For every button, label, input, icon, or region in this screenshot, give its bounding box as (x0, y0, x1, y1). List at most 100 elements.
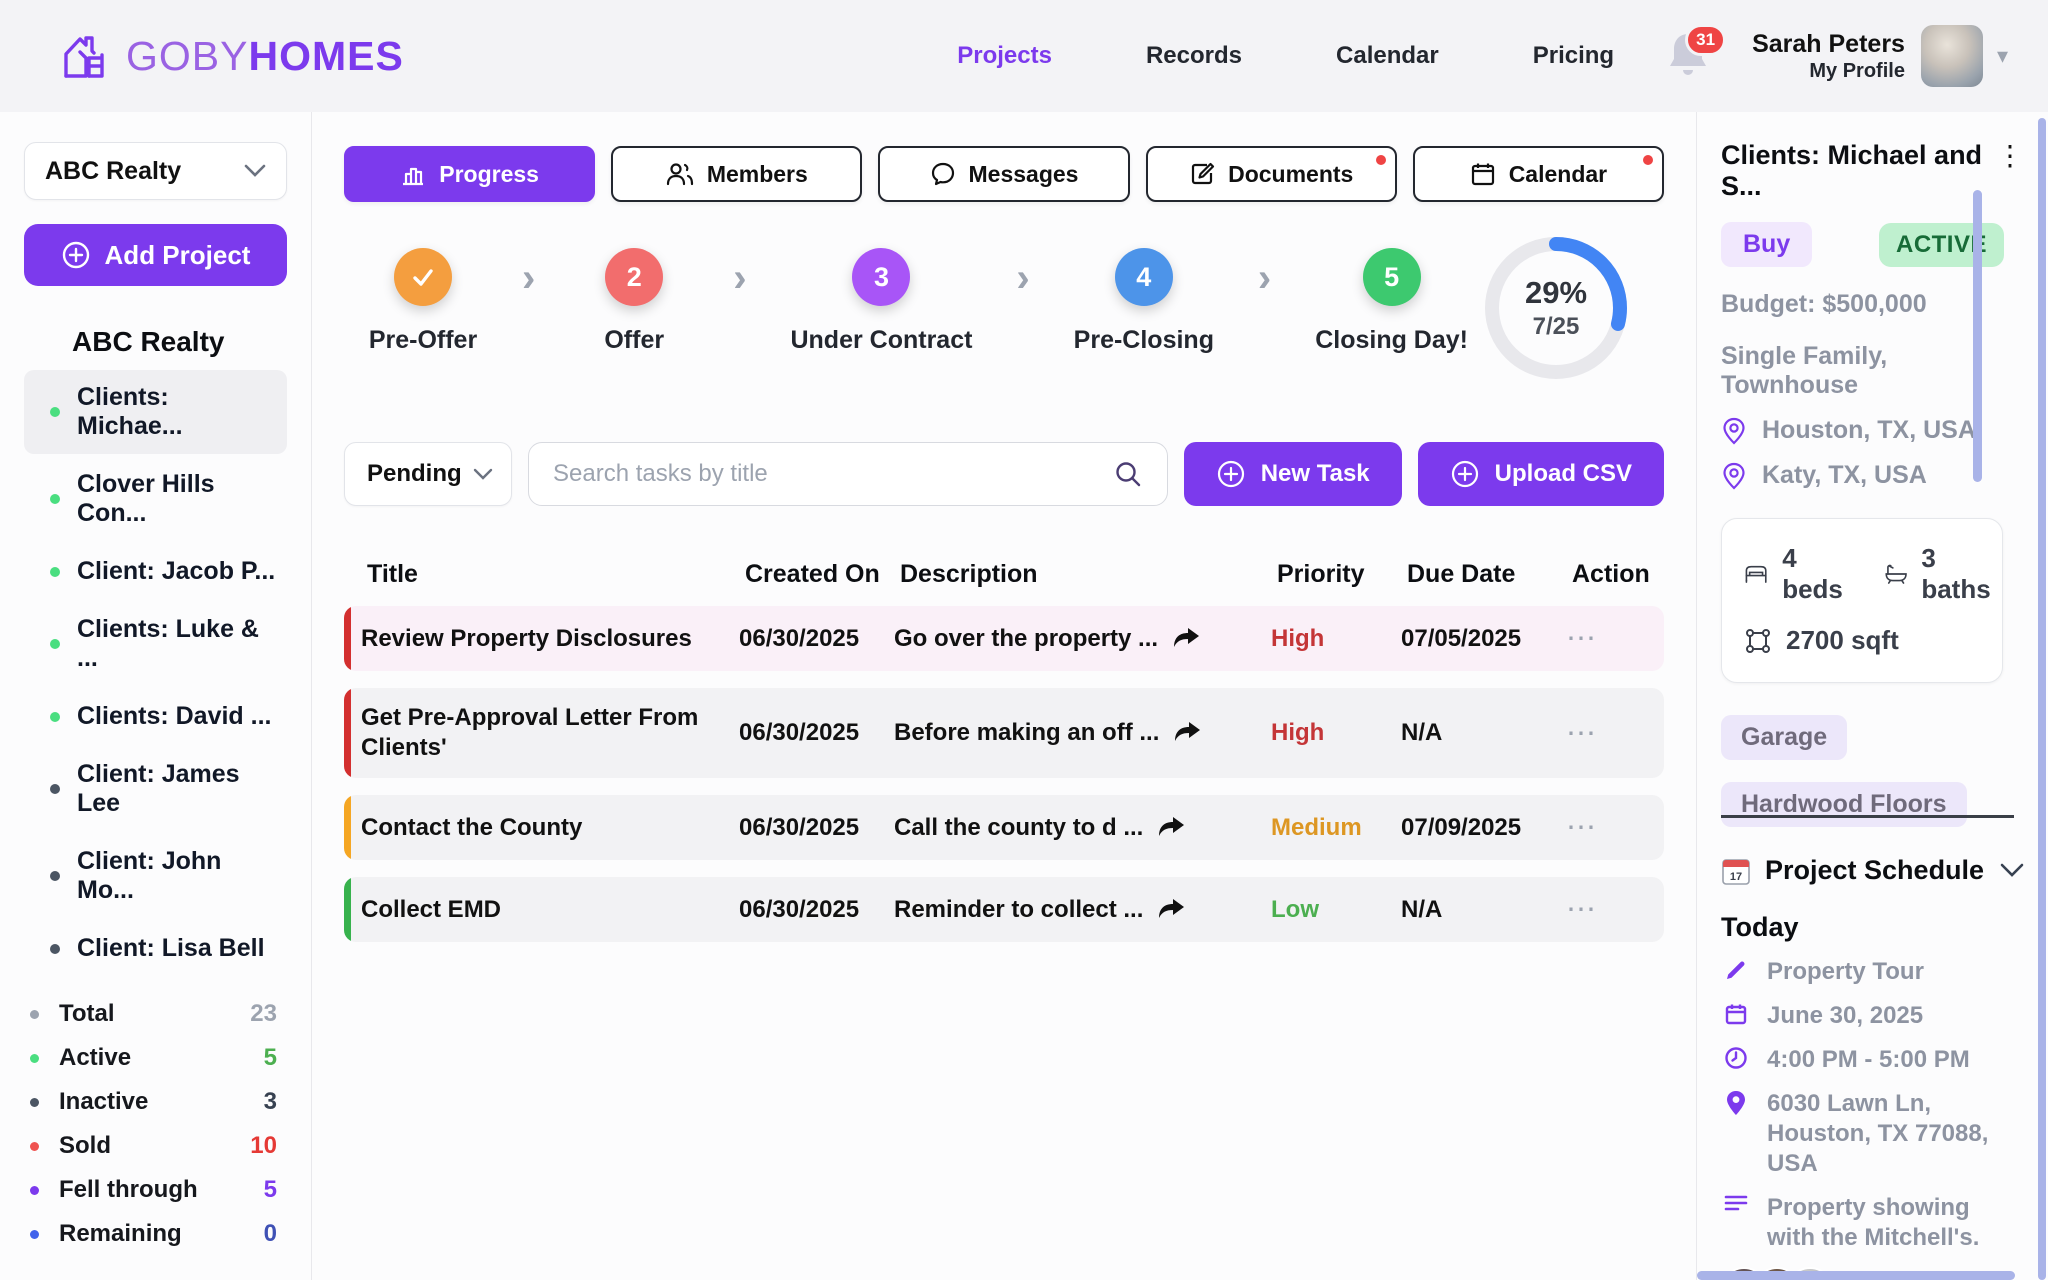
top-bar: GOBYHOMES Projects Records Calendar Pric… (0, 0, 2048, 112)
col-description: Description (900, 560, 1038, 588)
calendar-icon (1721, 1001, 1751, 1026)
col-due-date: Due Date (1407, 560, 1516, 588)
step-closing-day: 5 Closing Day! (1315, 248, 1468, 355)
chevron-right-icon: › (733, 256, 747, 300)
forward-arrow-icon[interactable] (1174, 721, 1201, 745)
forward-arrow-icon[interactable] (1158, 898, 1185, 922)
event-address: 6030 Lawn Ln, Houston, TX 77088, USA (1767, 1090, 1989, 1177)
row-actions-button[interactable]: ⋯ (1566, 716, 1599, 750)
user-avatar[interactable] (1920, 25, 1983, 87)
search-icon[interactable] (1113, 459, 1143, 489)
page-scrollbar[interactable] (2038, 118, 2046, 1280)
main-content: Progress Members Messages Documents Cale… (312, 112, 1696, 1280)
tab-calendar[interactable]: Calendar (1412, 146, 1665, 202)
org-select-value: ABC Realty (45, 156, 182, 185)
sidebar-project-item[interactable]: Client: Jacob P... (24, 544, 287, 599)
top-nav: Projects Records Calendar Pricing (957, 42, 1614, 70)
table-row[interactable]: Review Property Disclosures 06/30/2025 G… (344, 606, 1664, 671)
table-row[interactable]: Get Pre-Approval Letter From Clients' 06… (344, 688, 1664, 778)
org-select[interactable]: ABC Realty (24, 142, 287, 200)
stat-sold: Sold 10 (26, 1124, 281, 1168)
location-pin-icon (1723, 417, 1745, 445)
status-dot (50, 784, 60, 794)
search-input[interactable] (553, 460, 1113, 488)
col-title: Title (367, 560, 418, 588)
feature-pill: Hardwood Floors (1721, 782, 1967, 827)
priority-bar (344, 877, 351, 942)
row-actions-button[interactable]: ⋯ (1566, 811, 1599, 844)
sidebar-project-item[interactable]: Clients: Michae... (24, 370, 287, 454)
step-pre-offer: Pre-Offer (368, 248, 478, 355)
upload-csv-button[interactable]: Upload CSV (1417, 442, 1664, 506)
forward-arrow-icon[interactable] (1173, 627, 1200, 651)
user-block[interactable]: Sarah Peters My Profile (1752, 29, 1905, 83)
chevron-down-icon (473, 468, 493, 480)
progress-fraction: 7/25 (1532, 313, 1580, 340)
user-menu-caret-icon[interactable]: ▾ (1996, 43, 2008, 68)
event-date: June 30, 2025 (1767, 1002, 1924, 1029)
add-project-button[interactable]: Add Project (24, 224, 287, 286)
chevron-right-icon: › (1257, 256, 1272, 300)
panel-horizontal-scrollbar[interactable] (1697, 1271, 2015, 1280)
sidebar-project-item[interactable]: Clients: David ... (24, 689, 287, 744)
event-name: Property Tour (1767, 958, 1924, 985)
stat-inactive: Inactive 3 (26, 1080, 281, 1124)
nav-calendar[interactable]: Calendar (1336, 42, 1439, 69)
feature-pill: Garage (1721, 715, 1848, 760)
nav-records[interactable]: Records (1145, 42, 1243, 69)
bath-icon (1885, 564, 1907, 584)
stat-active: Active 5 (26, 1036, 281, 1080)
priority-value: Low (1271, 895, 1319, 923)
progress-ring: 29% 7/25 (1478, 230, 1634, 386)
schedule-event: Property Tour June 30, 2025 4:00 PM - 5:… (1721, 957, 2024, 1280)
project-stats: Total 23 Active 5 Inactive 3 Sold 10 Fell th… (24, 992, 287, 1260)
details-more-button[interactable]: ⋮ (1996, 140, 2024, 171)
house-logo-icon (56, 28, 112, 84)
plus-circle-icon (62, 241, 89, 269)
stat-dot (30, 1097, 39, 1107)
row-actions-button[interactable]: ⋯ (1566, 622, 1599, 655)
sidebar-project-item[interactable]: Client: Lisa Bell (24, 921, 287, 976)
new-task-button[interactable]: New Task (1183, 442, 1402, 506)
row-actions-button[interactable]: ⋯ (1566, 893, 1599, 926)
priority-bar (344, 688, 351, 778)
tab-messages[interactable]: Messages (878, 146, 1130, 202)
chevron-right-icon: › (1016, 256, 1030, 300)
add-project-label: Add Project (104, 239, 251, 270)
table-row[interactable]: Contact the County 06/30/2025 Call the c… (344, 795, 1664, 860)
sidebar-project-item[interactable]: Client: James Lee (24, 747, 287, 831)
sqft-spec: 2700 sqft (1744, 625, 1899, 656)
tab-progress[interactable]: Progress (344, 146, 596, 202)
brand-logo: GOBYHOMES (56, 28, 404, 84)
plus-circle-icon (1451, 460, 1478, 488)
notification-badge: 31 (1685, 24, 1727, 56)
details-title: Clients: Michael and S... (1721, 140, 1983, 201)
step-check-icon (394, 248, 452, 306)
beds-spec: 4 beds (1744, 543, 1849, 605)
status-badge: ACTIVE (1878, 222, 2004, 267)
sidebar-project-item[interactable]: Clover Hills Con... (24, 457, 287, 541)
table-header: Title Created On Description Priority Du… (344, 560, 1664, 589)
calendar-page-icon: 17 (1722, 858, 1750, 885)
nav-pricing[interactable]: Pricing (1532, 42, 1615, 69)
tab-members[interactable]: Members (611, 146, 863, 202)
chevron-down-icon[interactable] (2000, 863, 2024, 878)
nav-projects[interactable]: Projects (957, 42, 1052, 69)
status-filter-select[interactable]: Pending (344, 442, 512, 506)
sidebar-project-item[interactable]: Client: John Mo... (24, 834, 287, 918)
status-dot (50, 566, 60, 577)
forward-arrow-icon[interactable] (1158, 816, 1185, 840)
step-under-contract: 3 Under Contract (790, 248, 972, 355)
members-icon (666, 163, 693, 186)
table-row[interactable]: Collect EMD 06/30/2025 Reminder to colle… (344, 877, 1664, 942)
priority-value: Medium (1271, 813, 1362, 841)
panel-scrollbar[interactable] (1973, 190, 1982, 482)
notifications-bell-icon[interactable]: 31 (1666, 24, 1727, 82)
user-name: Sarah Peters (1752, 30, 1905, 58)
sidebar-project-item[interactable]: Clients: Luke & ... (24, 602, 287, 686)
project-details-panel: Clients: Michael and S... ⋮ Buy ACTIVE B… (1696, 112, 2048, 1280)
col-priority: Priority (1277, 560, 1365, 588)
tab-documents[interactable]: Documents (1145, 146, 1397, 202)
stat-dot (30, 1185, 39, 1195)
schedule-day-label: Today (1721, 912, 1799, 942)
